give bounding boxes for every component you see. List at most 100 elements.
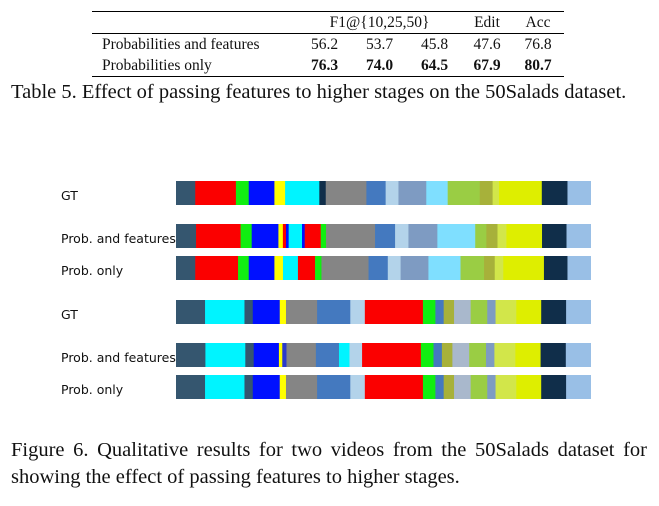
row-label-prob-features: Prob. and features	[61, 231, 176, 246]
table-header-f1: F1@{10,25,50}	[329, 14, 430, 31]
segment-midblue	[435, 300, 445, 324]
cell-acc: 76.8	[524, 36, 552, 53]
segment-lime	[470, 375, 488, 399]
segment-lightblue	[350, 375, 366, 399]
segment-lime	[469, 343, 487, 367]
results-table: F1@{10,25,50} Edit Acc Probabilities and…	[92, 11, 564, 77]
segment-darknavy	[540, 343, 567, 367]
segment-lightlime	[495, 375, 517, 399]
segment-red	[195, 256, 239, 280]
segment-lightblue	[349, 343, 363, 367]
segment-midblue	[433, 343, 443, 367]
segment-red	[364, 375, 424, 399]
segment-olive	[486, 224, 498, 248]
segment-navy	[245, 343, 255, 367]
segment-bar-svg	[176, 224, 591, 248]
segment-chartreuse	[516, 300, 542, 324]
table-caption: Table 5. Effect of passing features to h…	[11, 81, 627, 103]
segment-navy	[176, 224, 197, 248]
cell-f1-50: 45.8	[420, 36, 449, 53]
segment-blue	[253, 343, 280, 367]
segment-darknavy	[541, 300, 567, 324]
segment-olive	[479, 181, 493, 205]
segment-cyan	[205, 343, 246, 367]
segment-midblue	[317, 300, 351, 324]
figure-caption: Figure 6. Qualitative results for two vi…	[11, 439, 647, 488]
segment-blue	[285, 224, 290, 248]
segment-midblue	[375, 224, 396, 248]
segment-red	[304, 224, 322, 248]
segment-bar-svg	[176, 300, 591, 324]
segment-paleblue	[567, 256, 591, 280]
row-label: Probabilities and features	[102, 36, 260, 53]
segment-blue	[252, 375, 281, 399]
segment-midblue	[317, 375, 351, 399]
segment-cyan	[285, 181, 320, 205]
segment-green	[320, 224, 327, 248]
segment-olive	[443, 375, 455, 399]
segment-yellow	[279, 300, 287, 324]
segment-blue	[302, 224, 306, 248]
segment-lime	[475, 224, 487, 248]
segment-grey	[285, 300, 318, 324]
segment-chartreuse	[521, 224, 543, 248]
table-header-edit: Edit	[474, 14, 500, 31]
segment-bar-svg	[176, 181, 591, 205]
segment-green	[420, 343, 434, 367]
segment-darknavy	[543, 256, 568, 280]
segment-lightlime	[492, 181, 500, 205]
segment-green	[422, 375, 436, 399]
segment-lavender	[454, 375, 472, 399]
segment-midblue	[366, 181, 387, 205]
cell-f1-25: 74.0	[365, 57, 394, 74]
segment-chartreuse	[506, 224, 523, 248]
segment-green	[422, 300, 436, 324]
segment-lightblue	[395, 224, 409, 248]
segment-navy	[176, 181, 196, 205]
segment-green	[235, 181, 250, 205]
segment-blue	[248, 256, 275, 280]
row-label-gt: GT	[61, 307, 78, 322]
cell-f1-10: 76.3	[310, 57, 339, 74]
segment-bar-v2-prob-only	[176, 375, 591, 399]
table-header-acc: Acc	[525, 14, 551, 31]
segment-red	[196, 224, 241, 248]
segment-grey	[321, 256, 369, 280]
table-row: Probabilities and features 56.2 53.7 45.…	[92, 34, 564, 56]
segment-lightlime	[494, 256, 504, 280]
segment-green	[238, 256, 250, 280]
segment-grey	[326, 224, 376, 248]
segment-slate	[487, 375, 496, 399]
segment-lime	[460, 256, 485, 280]
segment-navy	[176, 300, 206, 324]
segment-skyblue	[426, 181, 449, 205]
segment-lightblue	[387, 256, 402, 280]
segment-lime	[470, 300, 488, 324]
segment-chartreuse	[516, 375, 542, 399]
cell-f1-10: 56.2	[310, 36, 339, 53]
segment-chartreuse	[499, 181, 517, 205]
segment-grey	[325, 181, 367, 205]
segment-red	[195, 181, 237, 205]
row-label-gt: GT	[61, 188, 78, 203]
segment-paleblue	[566, 224, 591, 248]
table-header-empty	[92, 12, 297, 34]
segment-cyan	[288, 224, 303, 248]
segment-darknavy	[542, 224, 567, 248]
row-label: Probabilities only	[102, 57, 212, 74]
segment-olive	[441, 343, 453, 367]
row-label-prob-features: Prob. and features	[61, 350, 176, 365]
segment-navy	[244, 375, 254, 399]
segment-darknavy	[319, 181, 327, 205]
segment-red	[297, 256, 316, 280]
segment-chartreuse	[516, 181, 543, 205]
segment-lightblue	[385, 181, 399, 205]
segment-lavender	[454, 300, 472, 324]
segment-lime	[447, 181, 481, 205]
segment-olive	[443, 300, 455, 324]
segment-darknavy	[541, 181, 568, 205]
cell-acc: 80.7	[524, 57, 552, 74]
segment-navy	[176, 375, 206, 399]
segment-dkblue	[282, 343, 287, 367]
cell-f1-50: 64.5	[420, 57, 449, 74]
